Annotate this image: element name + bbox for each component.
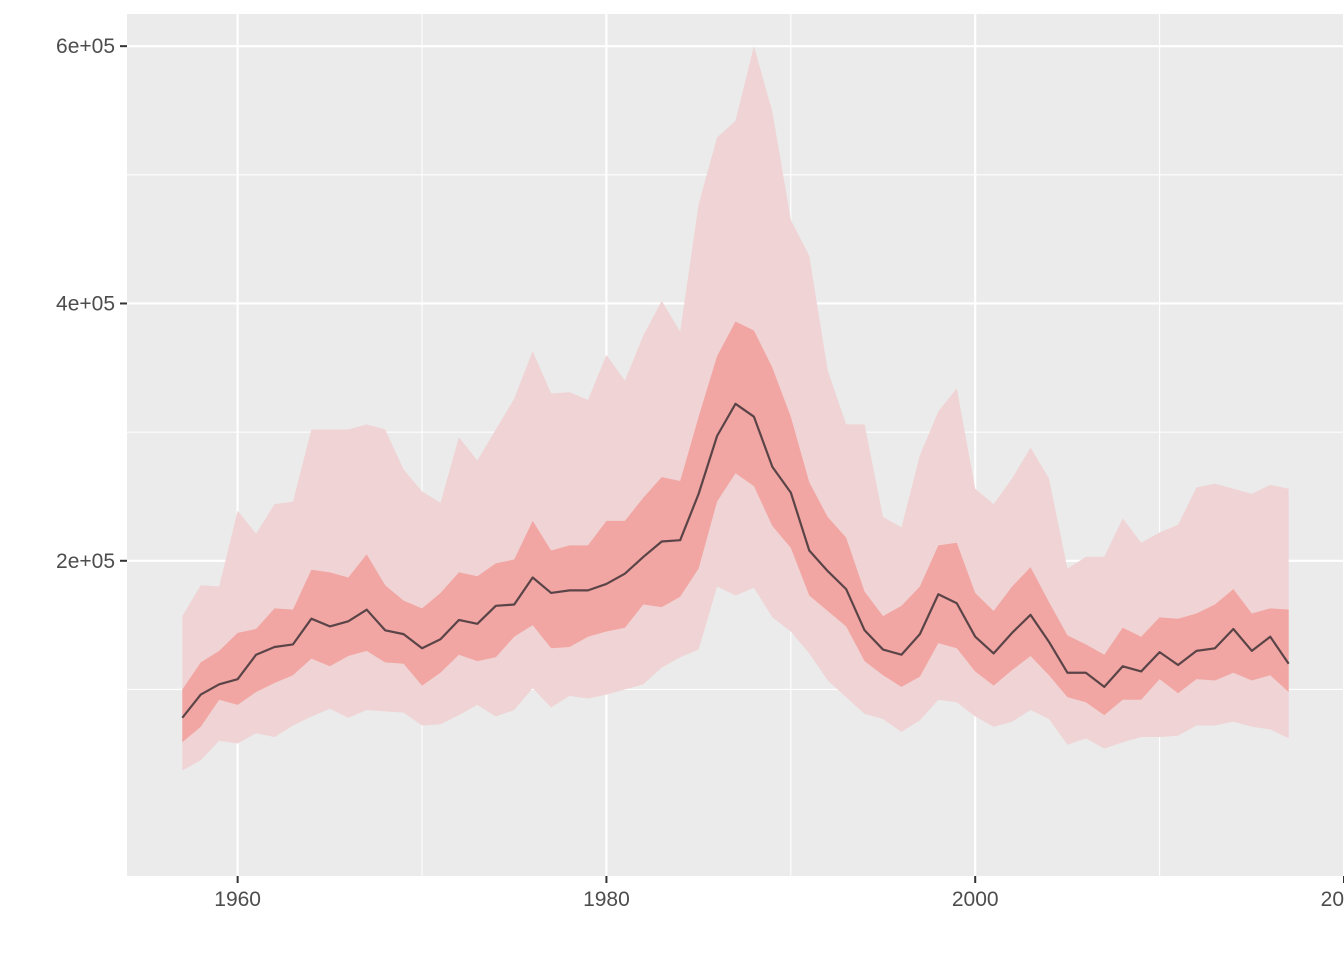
y-tick-label: 4e+05	[56, 292, 115, 315]
data-layer	[181, 46, 1290, 771]
x-axis: 1960 1980 2000 2020	[214, 876, 1344, 911]
inner-band-area	[182, 321, 1289, 743]
x-tick-label: 2000	[952, 888, 999, 911]
x-tick-label: 2020	[1321, 888, 1344, 911]
y-tick-label: 6e+05	[56, 35, 115, 58]
y-tick-label: 2e+05	[56, 550, 115, 573]
mean-line	[181, 402, 1290, 719]
x-tick-label: 1980	[583, 888, 630, 911]
y-axis: 2e+05 4e+05 6e+05	[56, 35, 127, 573]
x-tick-label: 1960	[214, 888, 261, 911]
